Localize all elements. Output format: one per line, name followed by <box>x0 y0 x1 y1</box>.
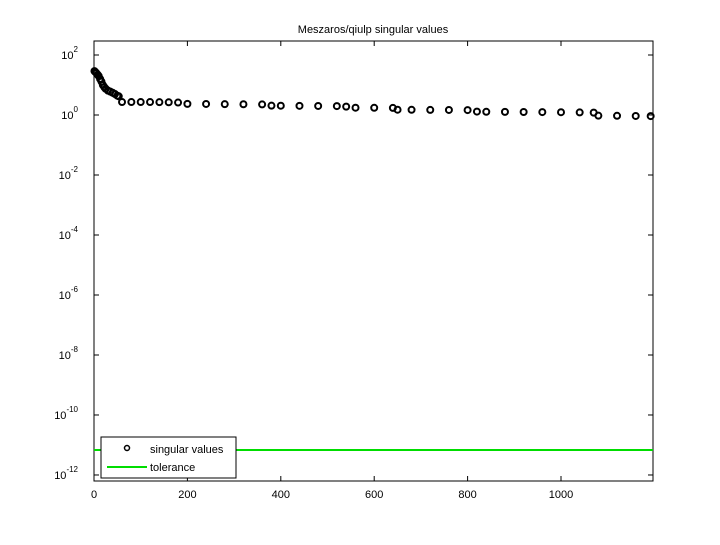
legend-swatch <box>123 444 131 452</box>
x-tick-label: 800 <box>458 489 476 501</box>
point <box>202 99 211 108</box>
x-tick-label: 600 <box>365 489 383 501</box>
point <box>276 101 285 110</box>
x-tick-label: 400 <box>272 489 290 501</box>
point <box>164 98 173 107</box>
y-tick-label: 10-6 <box>59 285 79 302</box>
point <box>613 111 622 120</box>
point <box>463 106 472 115</box>
y-tick-label: 10-8 <box>59 345 79 362</box>
point <box>239 100 248 109</box>
y-tick-label: 102 <box>61 45 78 62</box>
point <box>370 103 379 112</box>
point <box>426 105 435 114</box>
point <box>258 100 267 109</box>
point <box>267 101 276 110</box>
point <box>342 102 351 111</box>
x-tick-label: 200 <box>178 489 196 501</box>
point <box>482 107 491 116</box>
point <box>444 105 453 114</box>
point <box>594 111 603 120</box>
point <box>575 108 584 117</box>
legend-label: tolerance <box>150 462 195 474</box>
point <box>332 102 341 111</box>
point <box>220 100 229 109</box>
point <box>407 105 416 114</box>
point <box>118 98 127 107</box>
point <box>314 101 323 110</box>
y-tick-label: 100 <box>61 105 78 122</box>
point <box>538 108 547 117</box>
point <box>519 107 528 116</box>
point <box>472 107 481 116</box>
y-tick-label: 10-10 <box>54 405 78 422</box>
x-tick-label: 1000 <box>549 489 573 501</box>
x-tick-label: 0 <box>91 489 97 501</box>
plot-frame <box>93 40 654 482</box>
point <box>295 101 304 110</box>
point <box>393 105 402 114</box>
point <box>174 98 183 107</box>
point <box>114 92 123 101</box>
point <box>146 98 155 107</box>
legend-box <box>100 436 237 479</box>
point <box>155 98 164 107</box>
y-tick-label: 10-2 <box>59 165 79 182</box>
point <box>631 111 640 120</box>
point <box>500 107 509 116</box>
chart-title: Meszaros/qiulp singular values <box>298 24 449 36</box>
point <box>183 99 192 108</box>
y-tick-label: 10-12 <box>54 465 78 482</box>
point <box>127 98 136 107</box>
point <box>136 98 145 107</box>
point <box>646 112 655 121</box>
y-tick-label: 10-4 <box>59 225 79 242</box>
legend-label: singular values <box>150 444 224 456</box>
point <box>351 103 360 112</box>
point <box>557 108 566 117</box>
